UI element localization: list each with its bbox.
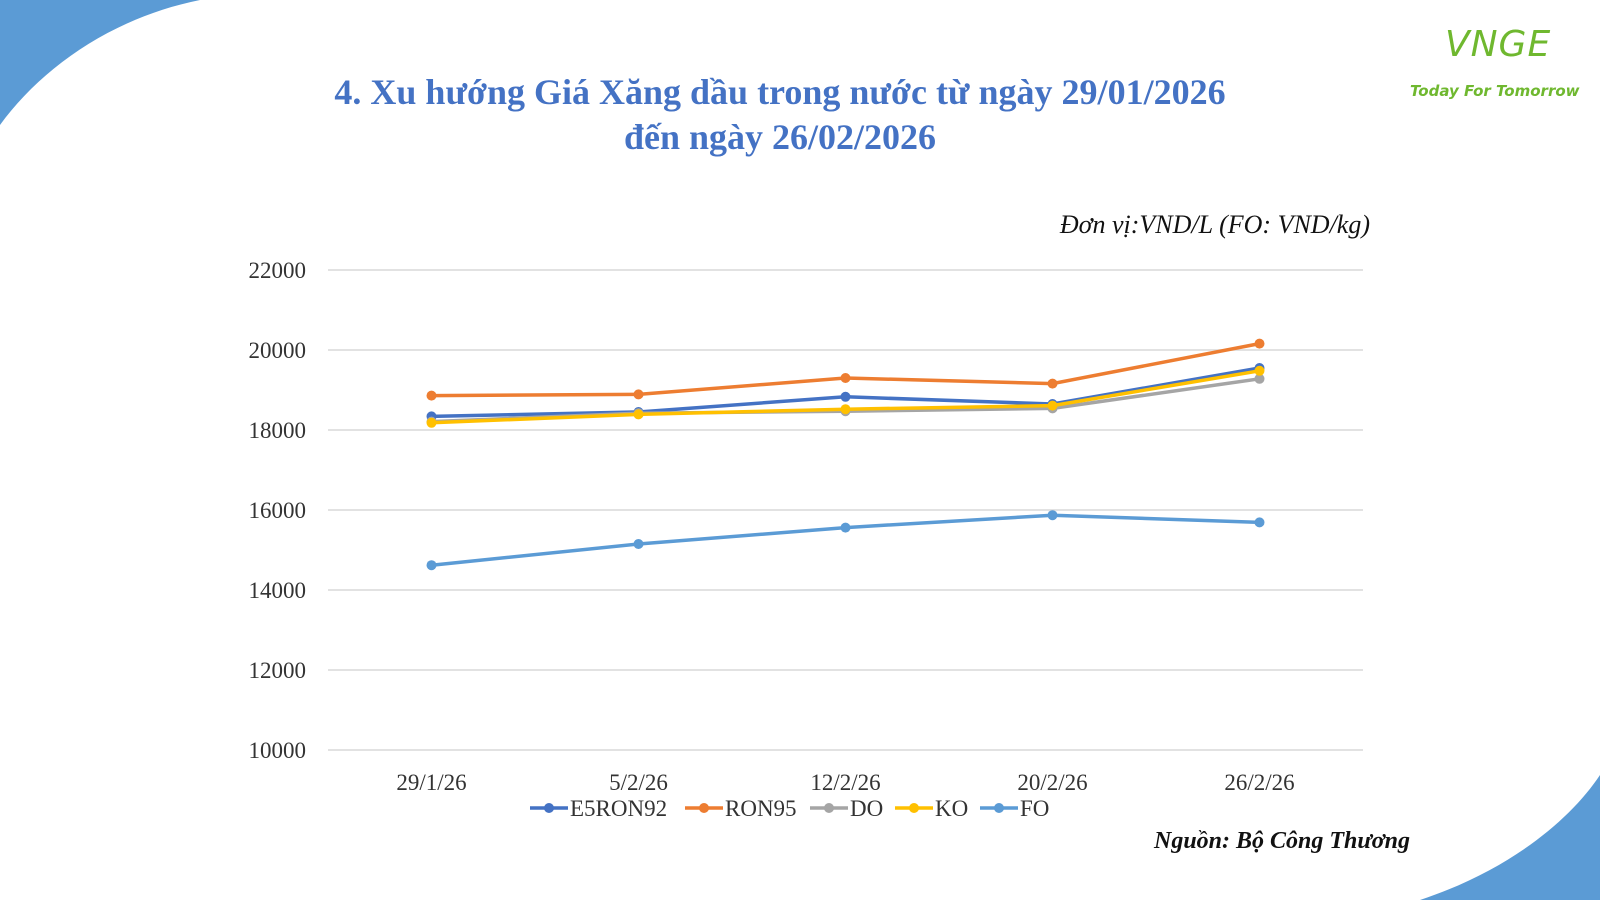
legend-item-ron95: RON95 (685, 796, 797, 821)
legend-item-do: DO (810, 796, 883, 821)
y-tick-label: 20000 (249, 338, 307, 363)
data-point (1254, 365, 1265, 376)
logo-tagline: Today For Tomorrow (1410, 82, 1580, 100)
legend: E5RON92 RON95 DO KO FO (530, 796, 1049, 821)
corner-decoration-top-left (0, 0, 200, 125)
grid-lines (328, 269, 1363, 751)
legend-swatch-marker (994, 803, 1004, 813)
y-tick-label: 16000 (249, 498, 307, 523)
data-point (426, 560, 437, 571)
legend-label: KO (935, 796, 968, 821)
data-point (426, 417, 437, 428)
legend-label: FO (1020, 796, 1049, 821)
legend-swatch-marker (699, 803, 709, 813)
title-line-2: đến ngày 26/02/2026 (623, 117, 937, 157)
legend-item-e5ron92: E5RON92 (530, 796, 667, 821)
corner-shape-bottom-right (1420, 775, 1600, 900)
y-tick-label: 10000 (249, 738, 307, 763)
unit-label: Đơn vị:VND/L (FO: VND/kg) (1059, 210, 1370, 239)
corner-shape-top-left (0, 0, 200, 125)
x-tick-label: 12/2/26 (810, 770, 880, 795)
title-line-1: 4. Xu hướng Giá Xăng dầu trong nước từ n… (334, 72, 1226, 112)
x-tick-label: 29/1/26 (396, 770, 466, 795)
legend-label: RON95 (725, 796, 797, 821)
y-tick-label: 18000 (249, 418, 307, 443)
series-line (431, 341, 1260, 398)
data-point (1254, 338, 1265, 349)
data-point (840, 522, 851, 533)
y-tick-label: 12000 (249, 658, 307, 683)
legend-item-fo: FO (980, 796, 1049, 821)
series-ron95 (426, 338, 1265, 401)
legend-label: E5RON92 (570, 796, 667, 821)
logo-mark: VNGE (1445, 24, 1552, 65)
series-ko (426, 365, 1265, 428)
data-point (1047, 378, 1058, 389)
data-point (1254, 373, 1265, 384)
x-tick-label: 20/2/26 (1017, 770, 1087, 795)
x-tick-label: 5/2/26 (609, 770, 668, 795)
data-point (1047, 400, 1058, 411)
x-axis: 29/1/26 5/2/26 12/2/26 20/2/26 26/2/26 (396, 770, 1294, 795)
corner-decoration-bottom-right (1420, 775, 1600, 900)
legend-item-ko: KO (895, 796, 968, 821)
y-axis: 10000 12000 14000 16000 18000 20000 22000 (249, 258, 307, 763)
vnge-logo: VNGE Today For Tomorrow (1405, 18, 1585, 108)
page-title: 4. Xu hướng Giá Xăng dầu trong nước từ n… (230, 70, 1330, 160)
y-tick-label: 22000 (249, 258, 307, 283)
series-group (426, 338, 1265, 571)
x-tick-label: 26/2/26 (1224, 770, 1294, 795)
legend-swatch-marker (544, 803, 554, 813)
data-point (840, 391, 851, 402)
data-point (633, 409, 644, 420)
source-note: Nguồn: Bộ Công Thương (1154, 828, 1410, 854)
series-fo (426, 510, 1265, 571)
data-point (426, 390, 437, 401)
legend-swatch-marker (909, 803, 919, 813)
data-point (840, 373, 851, 383)
data-point (633, 389, 644, 400)
legend-swatch-marker (824, 803, 834, 813)
data-point (1254, 517, 1265, 528)
data-point (840, 404, 851, 415)
y-tick-label: 14000 (249, 578, 307, 603)
legend-label: DO (850, 796, 883, 821)
data-point (1047, 510, 1058, 521)
data-point (633, 539, 644, 549)
